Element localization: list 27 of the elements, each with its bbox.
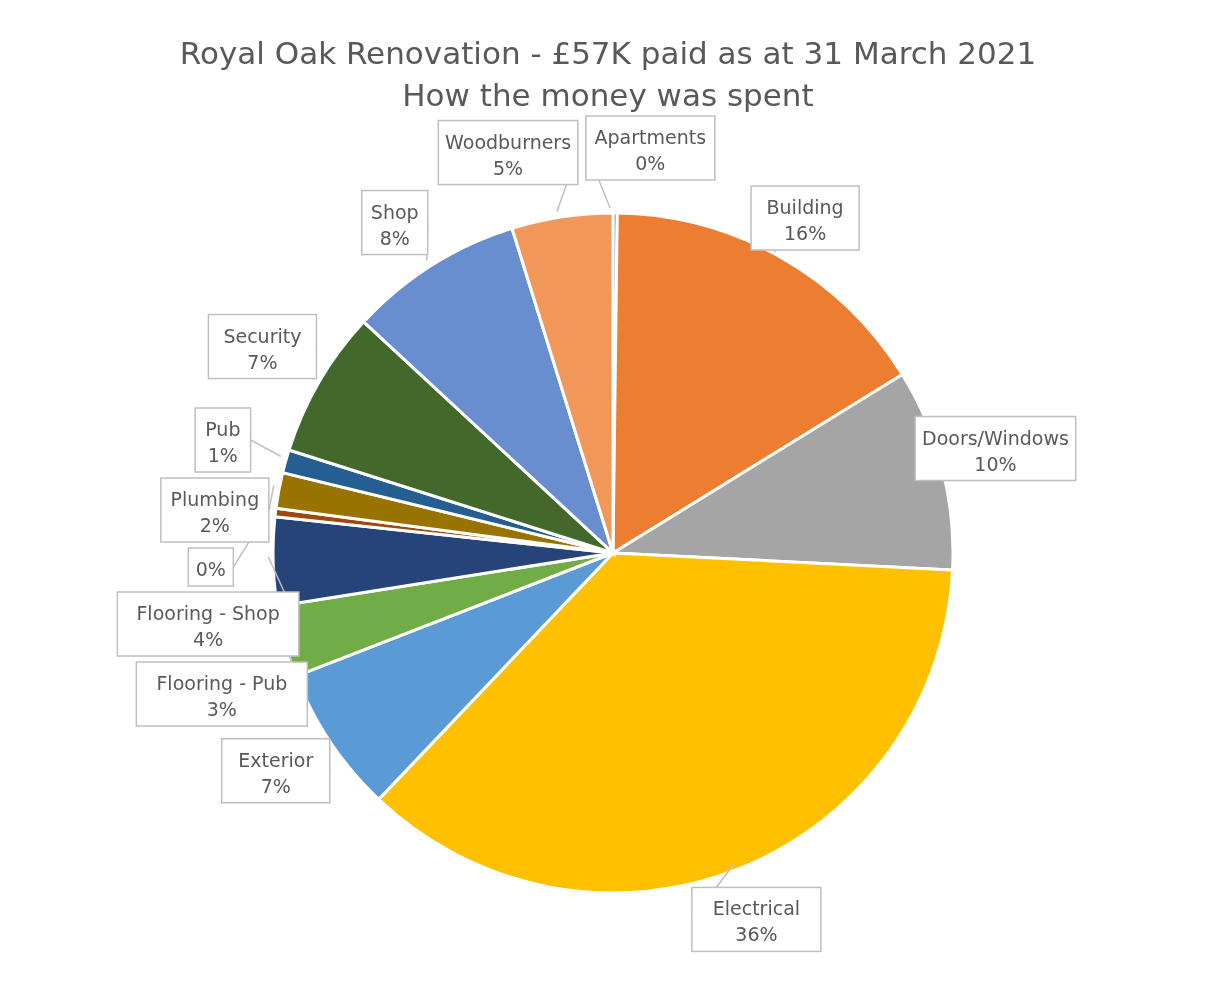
slice-label: Exterior [238, 748, 314, 771]
data-label: 8% [379, 226, 410, 249]
data-label: 1% [207, 444, 238, 467]
slice-label: Apartments [594, 126, 707, 149]
data-label: 0% [195, 558, 226, 581]
slice-label: Building [766, 196, 844, 219]
chart-subtitle: How the money was spent [402, 77, 814, 113]
data-label: 5% [493, 156, 524, 179]
slice-label: Security [223, 324, 302, 347]
data-label: 10% [974, 452, 1017, 475]
data-label: 4% [193, 628, 224, 651]
data-label: 16% [783, 222, 827, 245]
data-label: 36% [735, 923, 778, 946]
data-label: 7% [247, 350, 278, 373]
slice-label: Pub [205, 418, 241, 441]
slice-label: Shop [370, 200, 419, 223]
slice-label: Flooring - Pub [156, 672, 288, 695]
slice-label: Electrical [712, 897, 801, 920]
slice-label: Plumbing [170, 488, 260, 511]
chart-title: Royal Oak Renovation - £57K paid as at 31 March 2021 [179, 35, 1037, 71]
data-label: 0% [635, 152, 666, 175]
data-label: 2% [199, 514, 230, 537]
slice-label: Doors/Windows [922, 426, 1069, 449]
slice-label: Flooring - Shop [136, 602, 280, 625]
data-label: 3% [206, 698, 237, 721]
data-label: 7% [260, 774, 291, 797]
slice-label: Woodburners [445, 130, 572, 153]
